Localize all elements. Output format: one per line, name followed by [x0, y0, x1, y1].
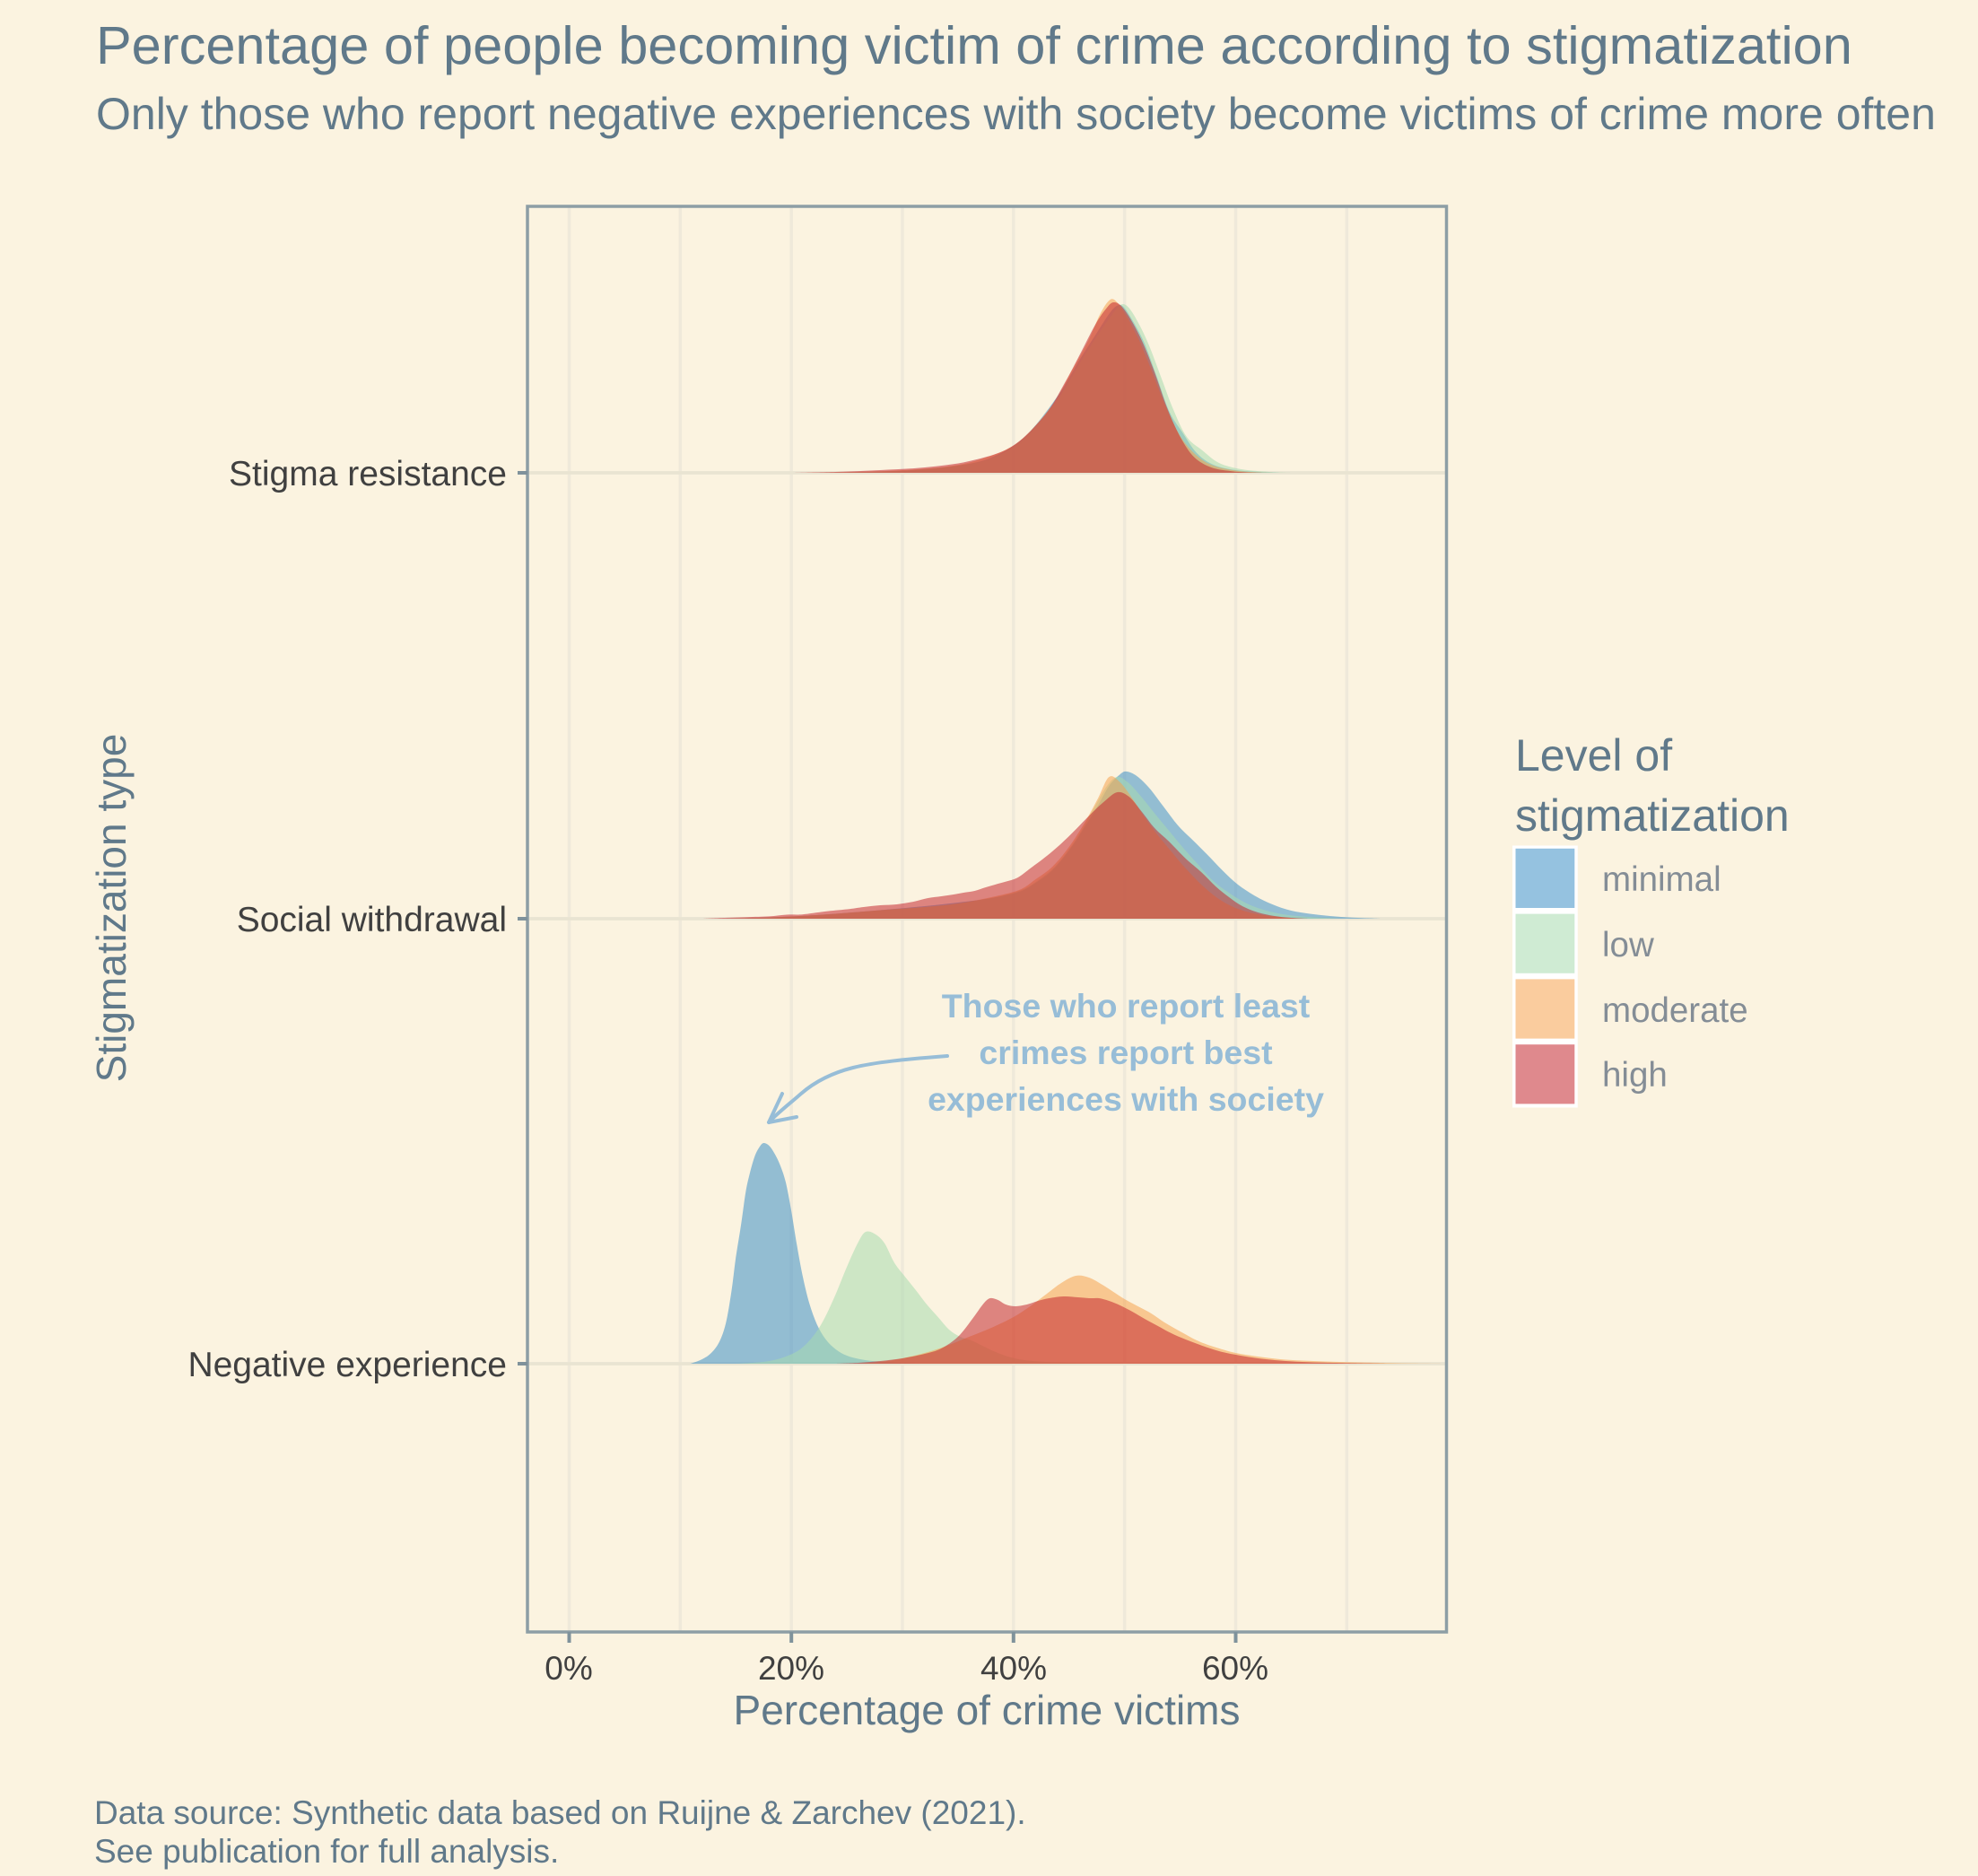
svg-text:crimes report best: crimes report best [979, 1034, 1273, 1071]
svg-text:Level of: Level of [1515, 730, 1672, 781]
svg-text:stigmatization: stigmatization [1515, 790, 1790, 841]
svg-text:0%: 0% [545, 1650, 592, 1687]
svg-text:40%: 40% [980, 1650, 1047, 1687]
svg-text:Only those who report negative: Only those who report negative experienc… [96, 89, 1936, 139]
svg-text:moderate: moderate [1602, 991, 1748, 1030]
svg-text:Social withdrawal: Social withdrawal [237, 901, 507, 939]
svg-text:Negative experience: Negative experience [187, 1346, 507, 1384]
svg-text:60%: 60% [1202, 1650, 1268, 1687]
svg-text:high: high [1602, 1056, 1668, 1095]
svg-text:experiences with society: experiences with society [928, 1080, 1324, 1118]
svg-text:Percentage of crime victims: Percentage of crime victims [734, 1687, 1241, 1733]
svg-text:Stigma resistance: Stigma resistance [229, 455, 507, 493]
svg-text:low: low [1602, 926, 1654, 964]
svg-text:Stigmatization type: Stigmatization type [88, 734, 135, 1083]
svg-text:See publication for full analy: See publication for full analysis. [94, 1833, 559, 1870]
svg-text:minimal: minimal [1602, 860, 1721, 899]
svg-text:Those who report least: Those who report least [942, 987, 1311, 1025]
svg-text:Percentage of people becoming: Percentage of people becoming victim of … [96, 15, 1852, 75]
svg-text:Data source: Synthetic data ba: Data source: Synthetic data based on Rui… [94, 1794, 1026, 1831]
svg-text:20%: 20% [758, 1650, 824, 1687]
